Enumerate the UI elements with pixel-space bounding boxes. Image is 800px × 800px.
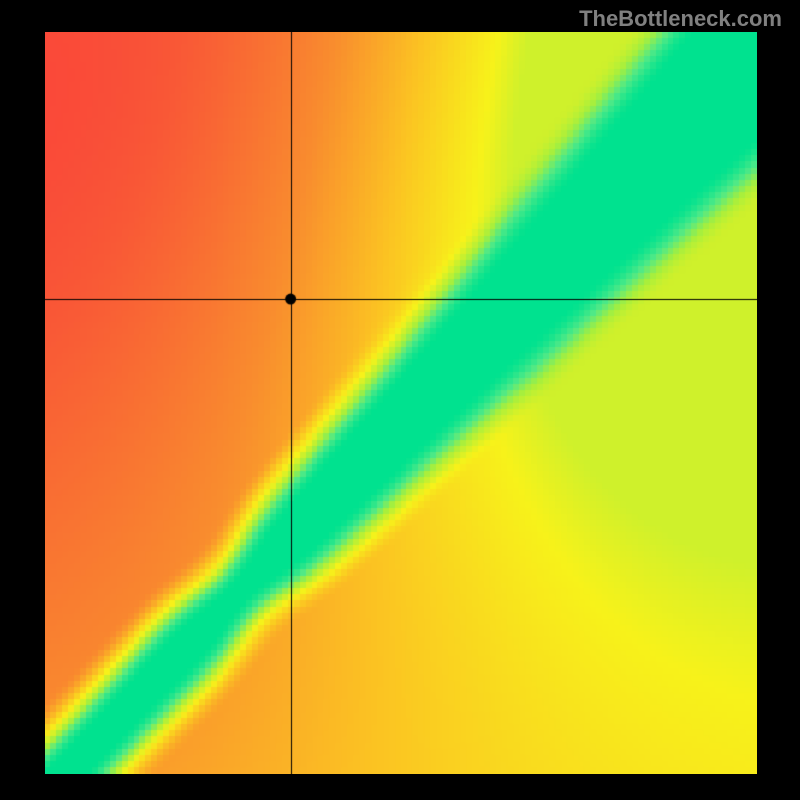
watermark-label: TheBottleneck.com <box>579 6 782 32</box>
bottleneck-heatmap <box>45 32 757 774</box>
heatmap-canvas <box>45 32 757 774</box>
